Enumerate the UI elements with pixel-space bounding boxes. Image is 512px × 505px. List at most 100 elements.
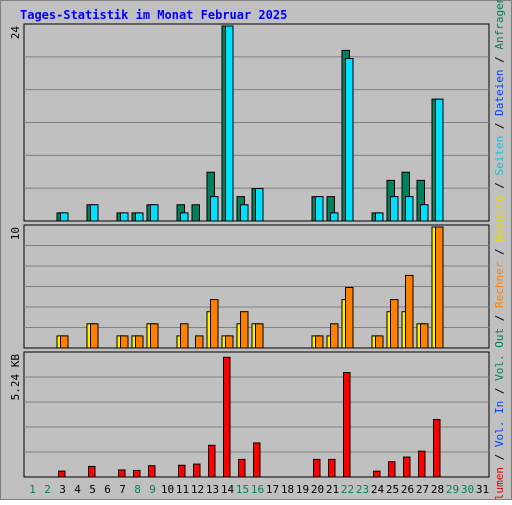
legend-part-4: Vol. Out (493, 328, 506, 381)
bar-rechner-day-24 (375, 335, 384, 349)
bar-volumen-day-16 (253, 442, 261, 478)
bar-seiten-day-13 (210, 196, 219, 222)
bar-seiten-day-5 (90, 204, 99, 222)
x-tick-label-day-11: 11 (176, 483, 189, 496)
x-tick-label-day-29: 29 (446, 483, 459, 496)
x-tick-label-day-27: 27 (416, 483, 429, 496)
bar-rechner-day-8 (135, 335, 144, 349)
bar-volumen-day-24 (373, 470, 381, 478)
chart-panel-1: 24 (9, 23, 490, 222)
legend-part-2: Vol. In (493, 401, 506, 447)
x-tick-label-day-16: 16 (251, 483, 264, 496)
x-tick-label-day-10: 10 (161, 483, 174, 496)
bar-rechner-day-27 (420, 323, 429, 349)
legend-part-11: / (493, 116, 506, 136)
x-tick-label-day-4: 4 (74, 483, 81, 496)
bar-rechner-day-15 (240, 311, 249, 349)
bar-seiten-day-27 (420, 204, 429, 222)
bar-seiten-day-21 (330, 212, 339, 222)
bar-rechner-day-3 (60, 335, 69, 349)
x-tick-label-day-25: 25 (386, 483, 399, 496)
x-axis-day-labels: 1 2 3 4 5 6 7 8 9 10 11 12 13 14 15 16 17 18 19 20 21 22 23 24 2… (29, 483, 489, 496)
x-tick-label-day-15: 15 (236, 483, 249, 496)
y-axis-max-label: 10 (9, 227, 22, 240)
x-tick-label-day-23: 23 (356, 483, 369, 496)
x-tick-label-day-22: 22 (341, 483, 354, 496)
legend-part-9: / (493, 176, 506, 196)
x-tick-label-day-5: 5 (89, 483, 96, 496)
legend-part-7: / (493, 242, 506, 262)
legend-part-5: / (493, 308, 506, 328)
x-tick-label-day-19: 19 (296, 483, 309, 496)
legend-part-13: / (493, 50, 506, 70)
bar-rechner-day-16 (255, 323, 264, 349)
bar-rechner-day-22 (345, 287, 354, 349)
legend-part-12: Dateien (493, 70, 506, 116)
x-tick-label-day-9: 9 (149, 483, 156, 496)
bar-volumen-day-11 (178, 464, 186, 478)
bar-seiten-day-7 (120, 212, 129, 222)
bar-rechner-day-25 (390, 299, 399, 349)
y-axis-max-label: 5.24 KB (9, 354, 22, 401)
bar-seiten-day-20 (315, 196, 324, 222)
bar-rechner-day-26 (405, 274, 414, 349)
right-series-legend: Volumen / Vol. In / Vol. Out / Rechner /… (493, 0, 506, 500)
x-tick-label-day-21: 21 (326, 483, 339, 496)
y-axis-max-label: 24 (9, 26, 22, 40)
bar-volumen-day-8 (133, 469, 141, 478)
bar-seiten-day-11 (180, 212, 189, 222)
x-tick-label-day-6: 6 (104, 483, 111, 496)
bar-rechner-day-14 (225, 335, 234, 349)
bar-anfragen-day-12 (191, 204, 200, 222)
bar-seiten-day-28 (435, 98, 444, 222)
bar-rechner-day-13 (210, 299, 219, 349)
bar-seiten-day-16 (255, 188, 264, 222)
bar-rechner-day-28 (435, 226, 444, 349)
legend-part-14: Anfragen (493, 0, 506, 50)
bar-rechner-day-5 (90, 323, 99, 349)
legend-part-0: Volumen (493, 467, 506, 500)
legend-part-1: / (493, 447, 506, 467)
legend-part-10: Seiten (493, 136, 506, 176)
bar-rechner-day-20 (315, 335, 324, 349)
legend-part-6: Rechner (493, 261, 506, 308)
bar-volumen-day-22 (343, 372, 351, 478)
x-tick-label-day-31: 31 (476, 483, 489, 496)
x-tick-label-day-1: 1 (29, 483, 36, 496)
chart-title: Tages-Statistik im Monat Februar 2025 (20, 8, 287, 22)
bar-volumen-day-5 (88, 465, 96, 478)
bar-seiten-day-9 (150, 204, 159, 222)
x-tick-label-day-30: 30 (461, 483, 474, 496)
bar-volumen-day-21 (328, 458, 336, 478)
bar-seiten-day-3 (60, 212, 69, 222)
legend-part-3: / (493, 381, 506, 401)
x-tick-label-day-26: 26 (401, 483, 414, 496)
bar-seiten-day-15 (240, 204, 249, 222)
x-tick-label-day-28: 28 (431, 483, 444, 496)
x-tick-label-day-20: 20 (311, 483, 324, 496)
x-tick-label-day-3: 3 (59, 483, 66, 496)
bar-rechner-day-12 (195, 335, 204, 349)
bar-rechner-day-9 (150, 323, 159, 349)
x-tick-label-day-2: 2 (44, 483, 51, 496)
bar-volumen-day-14 (223, 356, 231, 478)
bar-seiten-day-22 (345, 58, 354, 222)
bar-rechner-day-11 (180, 323, 189, 349)
bar-seiten-day-14 (225, 25, 234, 222)
chart-panel-2: 10 (9, 224, 490, 349)
bar-rechner-day-7 (120, 335, 129, 349)
x-tick-label-day-24: 24 (371, 483, 385, 496)
legend-part-8: Besuche (493, 195, 506, 241)
x-tick-label-day-12: 12 (191, 483, 204, 496)
bar-seiten-day-24 (375, 212, 384, 222)
bar-seiten-day-25 (390, 196, 399, 222)
bar-volumen-day-20 (313, 458, 321, 478)
x-tick-label-day-18: 18 (281, 483, 294, 496)
bar-volumen-day-25 (388, 461, 396, 478)
bar-volumen-day-7 (118, 469, 126, 478)
bar-volumen-day-26 (403, 456, 411, 478)
x-tick-label-day-8: 8 (134, 483, 141, 496)
bar-volumen-day-28 (433, 418, 441, 478)
